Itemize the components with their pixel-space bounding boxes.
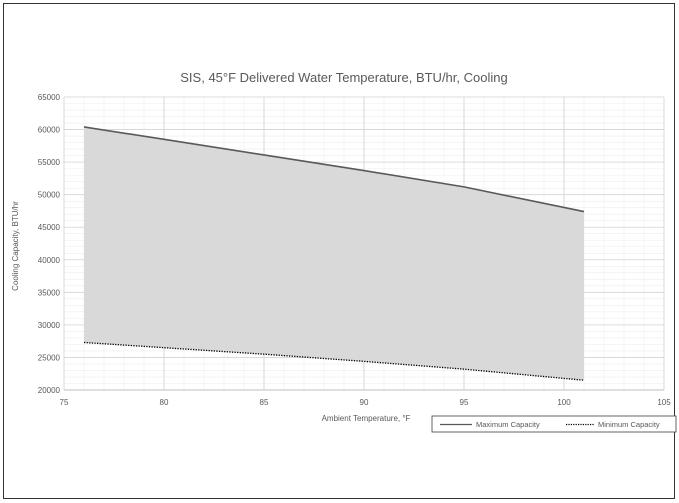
x-tick-label: 100 <box>557 398 571 407</box>
legend-box <box>431 415 677 433</box>
x-tick-label: 80 <box>160 398 169 407</box>
y-tick-label: 50000 <box>38 191 61 200</box>
y-tick-label: 35000 <box>38 288 61 297</box>
y-axis-label: Cooling Capacity, BTU/hr <box>11 201 20 291</box>
x-axis-label: Ambient Temperature, °F <box>322 414 411 423</box>
max-capacity-line <box>83 126 585 213</box>
y-tick-label: 30000 <box>38 321 61 330</box>
y-tick-label: 60000 <box>38 126 61 135</box>
legend-max-label: Maximum Capacity <box>476 420 540 429</box>
y-tick-label: 65000 <box>38 93 61 102</box>
x-tick-label: 95 <box>460 398 469 407</box>
min-capacity-line <box>83 341 585 381</box>
legend: Maximum Capacity Minimum Capacity <box>431 415 677 433</box>
y-tick-label: 20000 <box>38 386 61 395</box>
y-tick-label: 55000 <box>38 158 61 167</box>
y-tick-label: 45000 <box>38 223 61 232</box>
capacity-range-fill <box>84 126 584 381</box>
x-tick-label: 75 <box>60 398 69 407</box>
y-tick-label: 40000 <box>38 256 61 265</box>
x-tick-label: 90 <box>360 398 369 407</box>
capacity-range-area <box>84 126 584 381</box>
x-tick-label: 105 <box>657 398 671 407</box>
legend-min-label: Minimum Capacity <box>598 420 660 429</box>
x-tick-label: 85 <box>260 398 269 407</box>
series <box>83 126 585 381</box>
y-tick-label: 25000 <box>38 353 61 362</box>
tick-labels: 75 80 85 90 95 100 105 20000 25000 30000 35000 4000… <box>38 93 671 407</box>
chart-title: SIS, 45°F Delivered Water Temperature, B… <box>180 70 507 85</box>
